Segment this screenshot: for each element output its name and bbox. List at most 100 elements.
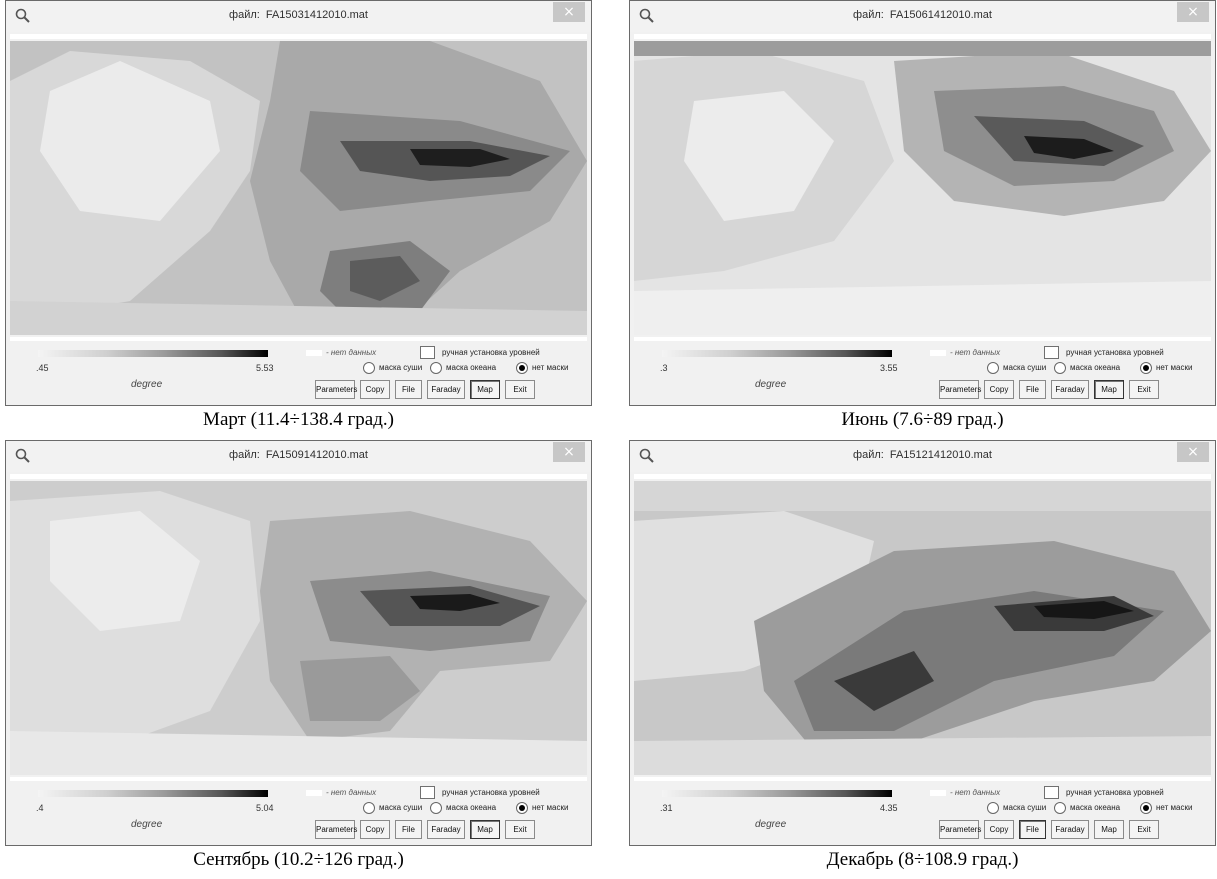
map-region <box>634 41 1211 56</box>
map-panel-september: файл: FA15091412010.mat × .4 5.04 degree … <box>5 440 592 870</box>
exit-button[interactable]: Exit <box>1129 820 1159 839</box>
radio-land-mask[interactable] <box>363 362 375 374</box>
scale-max: 5.04 <box>256 803 274 813</box>
close-icon[interactable]: × <box>1177 2 1209 22</box>
map-window: файл: FA15031412010.mat × .45 5.53 degree… <box>5 0 592 406</box>
title-label: файл: <box>229 9 260 21</box>
faraday-button[interactable]: Faraday <box>427 380 465 399</box>
radio-land-mask-label: маска суши <box>379 803 423 812</box>
radio-ocean-mask[interactable] <box>430 362 442 374</box>
controls-bar: .31 4.35 degree - нет данных ручная уста… <box>630 775 1215 845</box>
file-button[interactable]: File <box>395 820 422 839</box>
radio-ocean-mask[interactable] <box>1054 802 1066 814</box>
parameters-button[interactable]: Parameters <box>315 380 357 399</box>
manual-levels-checkbox[interactable] <box>420 346 435 359</box>
map-region <box>684 91 834 221</box>
radio-ocean-mask-label: маска океана <box>1070 363 1121 372</box>
map-button[interactable]: Map <box>470 380 500 399</box>
file-name: FA15061412010.mat <box>889 9 992 21</box>
no-data-swatch <box>930 790 946 796</box>
map-canvas <box>10 41 587 335</box>
close-icon[interactable]: × <box>553 2 585 22</box>
map-region <box>300 656 420 721</box>
close-icon[interactable]: × <box>1177 442 1209 462</box>
radio-no-mask-label: нет маски <box>1156 803 1193 812</box>
exit-button[interactable]: Exit <box>1129 380 1159 399</box>
manual-levels-label: ручная установка уровней <box>442 348 540 357</box>
copy-button[interactable]: Copy <box>360 820 390 839</box>
window-title: файл: FA15031412010.mat <box>6 9 591 21</box>
no-data-swatch <box>930 350 946 356</box>
radio-land-mask[interactable] <box>363 802 375 814</box>
degree-label: degree <box>755 819 787 830</box>
exit-button[interactable]: Exit <box>505 820 535 839</box>
radio-no-mask[interactable] <box>516 362 528 374</box>
map-region <box>40 61 220 221</box>
title-bar: файл: FA15121412010.mat × <box>630 441 1215 472</box>
radio-ocean-mask-label: маска океана <box>1070 803 1121 812</box>
copy-button[interactable]: Copy <box>984 380 1014 399</box>
manual-levels-checkbox[interactable] <box>1044 786 1059 799</box>
title-label: файл: <box>853 9 884 21</box>
window-title: файл: FA15091412010.mat <box>6 449 591 461</box>
radio-no-mask-label: нет маски <box>532 363 569 372</box>
no-data-label: - нет данных <box>326 788 377 797</box>
map-region <box>1024 136 1114 159</box>
no-data-swatch <box>306 350 322 356</box>
map-canvas <box>634 481 1211 775</box>
separator <box>634 337 1211 341</box>
scale-min: .31 <box>660 803 673 813</box>
magnifier-icon[interactable] <box>14 7 32 25</box>
copy-button[interactable]: Copy <box>360 380 390 399</box>
parameters-button[interactable]: Parameters <box>315 820 357 839</box>
scale-max: 4.35 <box>880 803 898 813</box>
controls-bar: .4 5.04 degree - нет данных ручная устан… <box>6 775 591 845</box>
radio-land-mask[interactable] <box>987 362 999 374</box>
manual-levels-checkbox[interactable] <box>1044 346 1059 359</box>
separator <box>634 777 1211 781</box>
copy-button[interactable]: Copy <box>984 820 1014 839</box>
window-title: файл: FA15061412010.mat <box>630 9 1215 21</box>
close-icon[interactable]: × <box>553 442 585 462</box>
faraday-button[interactable]: Faraday <box>1051 820 1089 839</box>
magnifier-icon[interactable] <box>14 447 32 465</box>
map-button[interactable]: Map <box>470 820 500 839</box>
parameters-button[interactable]: Parameters <box>939 820 981 839</box>
window-title: файл: FA15121412010.mat <box>630 449 1215 461</box>
title-bar: файл: FA15031412010.mat × <box>6 1 591 32</box>
map-region <box>50 511 200 631</box>
scale-min: .45 <box>36 363 49 373</box>
magnifier-icon[interactable] <box>638 7 656 25</box>
file-button[interactable]: File <box>395 380 422 399</box>
map-region <box>10 731 587 775</box>
map-panel-march: файл: FA15031412010.mat × .45 5.53 degree… <box>5 0 592 430</box>
radio-no-mask[interactable] <box>516 802 528 814</box>
file-button[interactable]: File <box>1019 820 1046 839</box>
map-button[interactable]: Map <box>1094 820 1124 839</box>
radio-ocean-mask[interactable] <box>430 802 442 814</box>
separator <box>10 337 587 341</box>
file-button[interactable]: File <box>1019 380 1046 399</box>
magnifier-icon[interactable] <box>638 447 656 465</box>
scale-max: 5.53 <box>256 363 274 373</box>
color-scale <box>662 790 892 797</box>
manual-levels-checkbox[interactable] <box>420 786 435 799</box>
exit-button[interactable]: Exit <box>505 380 535 399</box>
parameters-button[interactable]: Parameters <box>939 380 981 399</box>
title-bar: файл: FA15061412010.mat × <box>630 1 1215 32</box>
scale-max: 3.55 <box>880 363 898 373</box>
map-canvas <box>10 481 587 775</box>
radio-ocean-mask[interactable] <box>1054 362 1066 374</box>
top-strip <box>634 34 1211 39</box>
faraday-button[interactable]: Faraday <box>427 820 465 839</box>
no-data-label: - нет данных <box>326 348 377 357</box>
file-name: FA15031412010.mat <box>265 9 368 21</box>
map-button[interactable]: Map <box>1094 380 1124 399</box>
radio-no-mask[interactable] <box>1140 802 1152 814</box>
map-window: файл: FA15091412010.mat × .4 5.04 degree … <box>5 440 592 846</box>
radio-ocean-mask-label: маска океана <box>446 363 497 372</box>
faraday-button[interactable]: Faraday <box>1051 380 1089 399</box>
controls-bar: .45 5.53 degree - нет данных ручная уста… <box>6 335 591 405</box>
radio-no-mask[interactable] <box>1140 362 1152 374</box>
radio-land-mask[interactable] <box>987 802 999 814</box>
